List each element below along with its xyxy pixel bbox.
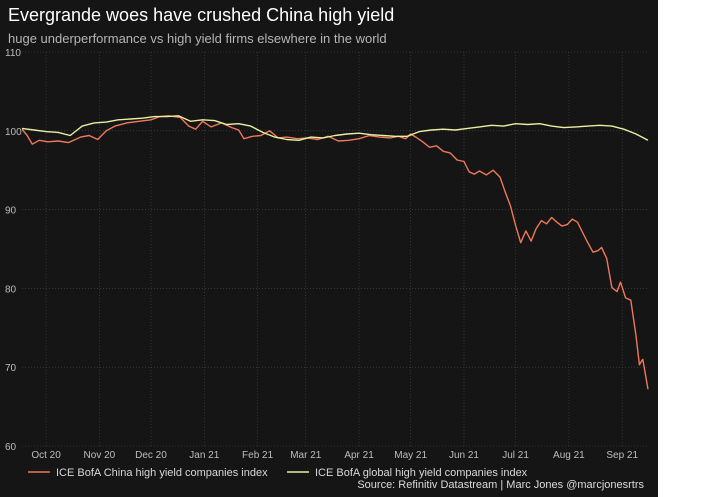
x-tick-label: Apr 21 [344, 450, 374, 461]
y-tick-label: 100 [5, 127, 22, 138]
y-tick-label: 80 [5, 284, 17, 295]
line-chart: 60 70 80 90 100 110 Oct 20 Nov 20 Dec 20 Jan 21 F… [5, 48, 649, 479]
x-tick-label: Jan 21 [189, 450, 219, 461]
chart-card: Evergrande woes have crushed China high … [0, 0, 658, 497]
x-tick-label: Oct 20 [31, 450, 61, 461]
x-tick-label: Aug 21 [553, 450, 585, 461]
x-tick-label: May 21 [394, 450, 427, 461]
x-tick-label: Mar 21 [290, 450, 322, 461]
chart-title: Evergrande woes have crushed China high … [8, 5, 395, 25]
legend: ICE BofA China high yield companies inde… [28, 467, 528, 479]
y-tick-label: 60 [5, 442, 17, 453]
grid-lines [22, 51, 648, 447]
y-tick-label: 110 [5, 48, 21, 59]
x-tick-label: Feb 21 [242, 450, 274, 461]
x-tick-label: Jul 21 [502, 450, 529, 461]
y-tick-label: 90 [5, 206, 17, 217]
series-line-global [21, 115, 649, 142]
x-tick-label: Dec 20 [135, 450, 167, 461]
series-line-china [21, 115, 649, 390]
legend-label-china: ICE BofA China high yield companies inde… [56, 467, 268, 479]
x-tick-label: Jun 21 [449, 450, 479, 461]
series-lines [21, 115, 649, 390]
legend-label-global: ICE BofA global high yield companies ind… [315, 467, 528, 479]
x-axis-ticks: Oct 20 Nov 20 Dec 20 Jan 21 Feb 21 Mar 21 Apr … [31, 450, 638, 461]
x-tick-label: Nov 20 [84, 450, 116, 461]
y-axis-ticks: 60 70 80 90 100 110 [5, 48, 22, 453]
x-tick-label: Sep 21 [606, 450, 638, 461]
source-note: Source: Refinitiv Datastream | Marc Jone… [357, 479, 644, 491]
y-tick-label: 70 [5, 363, 17, 374]
chart-subtitle: huge underperformance vs high yield firm… [8, 31, 387, 46]
